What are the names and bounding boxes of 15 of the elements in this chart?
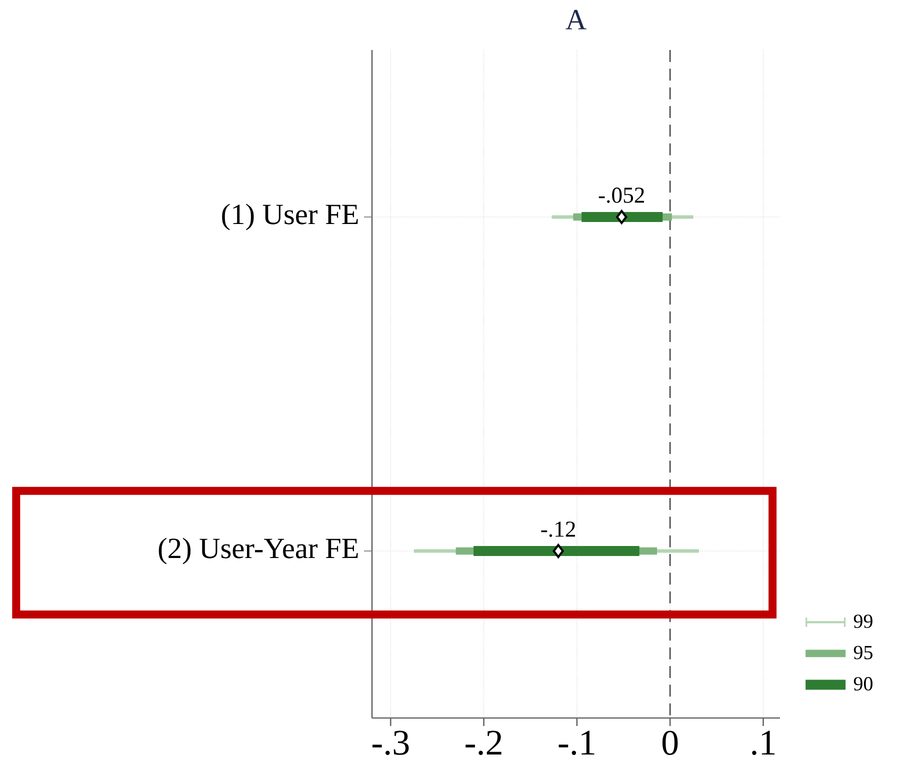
data-label: -.052 — [598, 188, 644, 203]
legend-label: 99 — [854, 614, 872, 628]
bar — [582, 212, 663, 222]
y-tick-label: (1) User FE — [222, 204, 358, 230]
y-tick-label: (2) User-Year FE — [158, 538, 358, 564]
x-tick-label: 0 — [662, 730, 678, 756]
data-label: -.12 — [541, 522, 575, 537]
x-tick-label: .1 — [752, 730, 775, 755]
x-tick-label: -.2 — [466, 730, 502, 756]
x-tick-label: -.3 — [372, 730, 409, 756]
legend-label: 90 — [854, 677, 872, 691]
bar — [474, 546, 640, 556]
x-tick-label: -.1 — [558, 730, 594, 755]
legend-label: 95 — [854, 646, 872, 660]
chart-title: A — [566, 10, 586, 30]
